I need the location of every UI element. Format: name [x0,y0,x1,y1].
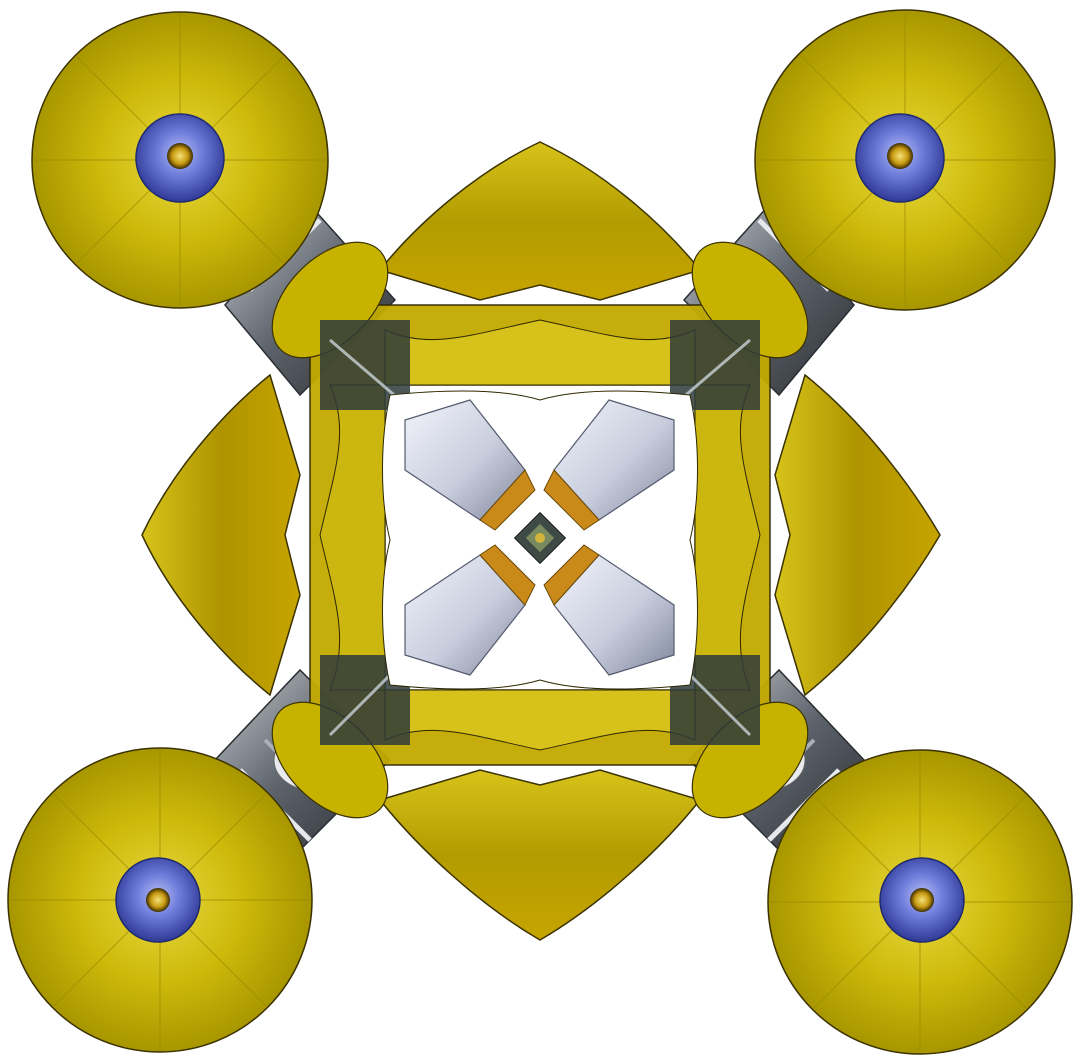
tube-top-right [543,399,675,531]
petal-left [141,373,301,697]
tube-top-left [404,399,536,531]
flower-bottom-left [7,747,313,1053]
corner-flowers [7,9,1073,1055]
flower-top-left [31,11,329,309]
petal-top [378,141,702,301]
petal-right [774,373,941,697]
flower-top-right [754,9,1056,311]
flower-bottom-right [767,749,1073,1055]
central-diamond [141,141,941,941]
tube-bottom-right [543,544,675,676]
petal-bottom [378,769,702,941]
center-core [513,511,567,565]
tube-bottom-left [404,544,536,676]
center-window [382,390,698,690]
